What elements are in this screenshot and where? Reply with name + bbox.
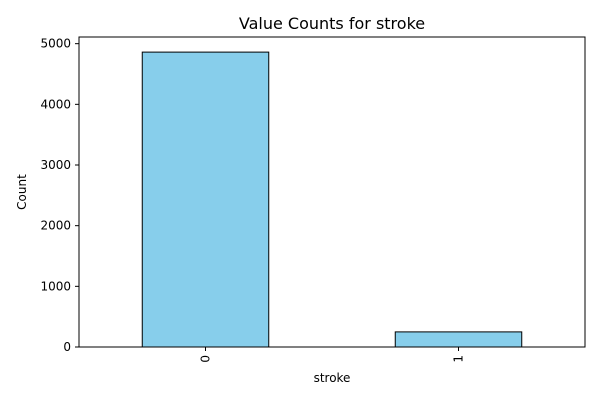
x-tick-label-1: 1 xyxy=(452,355,466,363)
bars xyxy=(141,51,523,348)
y-tick-label-1000: 1000 xyxy=(40,279,71,293)
bar-0 xyxy=(141,51,270,348)
y-axis-ticks: 0 1000 2000 3000 4000 5000 xyxy=(40,37,79,354)
y-tick-label-3000: 3000 xyxy=(40,158,71,172)
y-tick-label-5000: 5000 xyxy=(40,37,71,51)
chart-title: Value Counts for stroke xyxy=(239,14,425,33)
y-tick-label-0: 0 xyxy=(63,340,71,354)
y-tick-label-4000: 4000 xyxy=(40,97,71,111)
bar-1 xyxy=(394,331,523,348)
y-tick-label-2000: 2000 xyxy=(40,219,71,233)
x-axis-label: stroke xyxy=(314,371,351,385)
y-axis-label: Count xyxy=(15,174,29,210)
x-tick-label-0: 0 xyxy=(199,355,213,363)
plot-frame xyxy=(78,36,586,348)
